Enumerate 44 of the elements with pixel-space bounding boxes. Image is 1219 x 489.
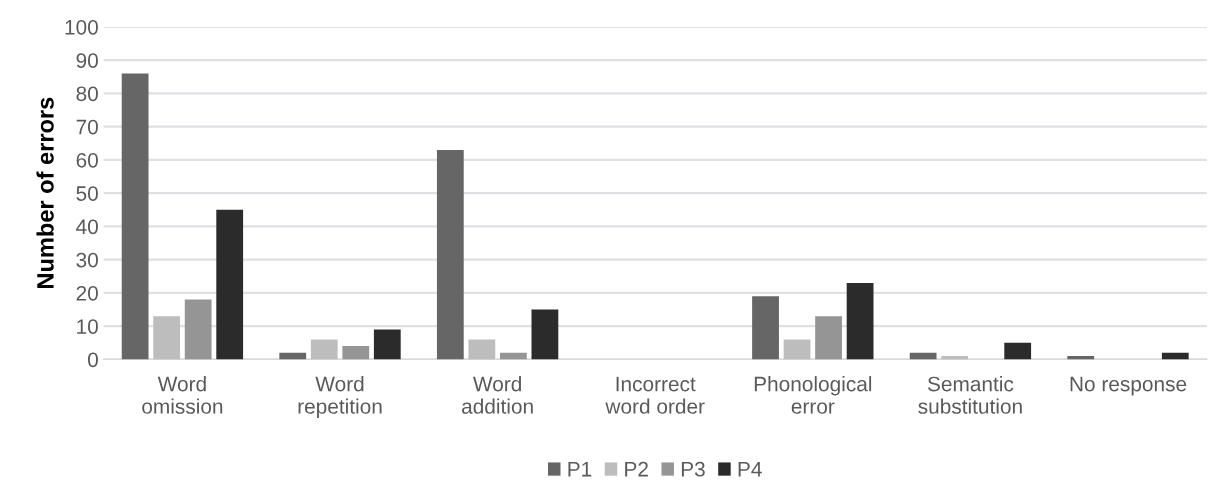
bar [909, 352, 937, 360]
bar [121, 73, 149, 360]
bar [531, 309, 559, 360]
bar [468, 339, 496, 360]
y-tick-label: 10 [77, 319, 98, 334]
bar [184, 299, 212, 360]
bar [783, 339, 811, 360]
y-tick-label: 70 [76, 119, 98, 135]
legend-label: P4 [738, 462, 762, 477]
bar [310, 339, 338, 360]
legend-label: P1 [568, 462, 592, 477]
bar [1161, 352, 1189, 360]
y-tick-label: 60 [76, 152, 98, 168]
y-tick-label: 40 [76, 219, 98, 235]
bar [279, 352, 307, 360]
x-tick-label: Semantic substitution [918, 376, 1022, 414]
y-tick-label: 30 [76, 252, 98, 268]
y-tick-label: 90 [76, 53, 98, 68]
bar [216, 209, 244, 360]
y-axis-title: Number of errors [36, 97, 54, 289]
x-tick-label: Incorrect word order [605, 376, 705, 414]
y-tick-label: 100 [65, 19, 98, 35]
x-tick-label: No response [1070, 376, 1187, 396]
bar [846, 282, 874, 360]
y-tick-label: 50 [76, 186, 98, 201]
y-tick-label: 20 [76, 285, 98, 301]
y-tick-label: 0 [87, 352, 98, 368]
x-tick-label: Word addition [462, 376, 533, 414]
bar [1004, 342, 1032, 360]
bar [373, 329, 401, 360]
bar [752, 296, 779, 360]
bar [941, 356, 969, 360]
bar [499, 352, 527, 360]
y-tick-label: 80 [76, 86, 98, 102]
bar [153, 316, 181, 360]
legend-label: P3 [681, 461, 705, 477]
legend-label: P2 [625, 461, 648, 477]
bar [342, 346, 370, 360]
x-tick-label: Phonological error [754, 376, 872, 414]
x-tick-label: Word repetition [298, 376, 382, 418]
bar [1067, 356, 1095, 360]
bar [436, 149, 464, 360]
x-tick-label: Word omission [142, 376, 223, 414]
bar [815, 316, 842, 360]
